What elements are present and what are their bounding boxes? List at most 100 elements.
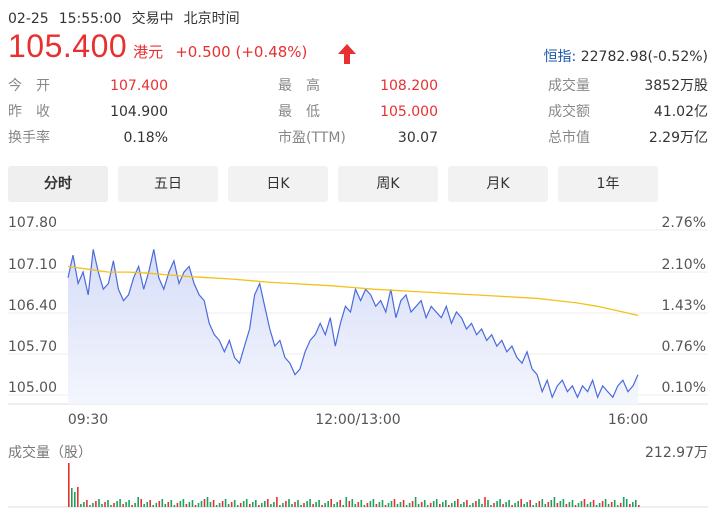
status-line: 02-25 15:55:00 交易中 北京时间 <box>8 8 250 28</box>
y-right-tick-label: 2.76% <box>662 215 706 231</box>
volume-bar <box>164 504 167 507</box>
y-tick-label: 105.00 <box>8 380 57 396</box>
volume-title: 成交量（股） <box>8 445 92 461</box>
volume-bar <box>635 500 637 507</box>
volume-bar <box>77 487 79 507</box>
volume-bar <box>417 504 420 507</box>
price-change-value: +0.500 <box>175 43 231 61</box>
volume-bar <box>366 503 369 507</box>
volume-bar <box>273 502 275 507</box>
price-area <box>68 249 638 404</box>
volume-bar <box>170 500 173 507</box>
tab-0[interactable]: 分时 <box>8 166 108 202</box>
volume-bar <box>632 502 634 507</box>
volume-bar <box>622 497 625 507</box>
stat-label: 换手率 <box>8 130 50 146</box>
volume-bar <box>523 504 525 507</box>
volume-bar <box>258 505 260 507</box>
volume-bar <box>342 505 344 507</box>
volume-bar <box>393 499 396 507</box>
volume-bar <box>327 501 329 507</box>
volume-bar <box>279 505 281 507</box>
tab-1[interactable]: 五日 <box>118 166 218 202</box>
volume-bar <box>574 505 577 507</box>
volume-bar <box>303 503 305 507</box>
volume-bar <box>197 503 200 507</box>
volume-bar <box>119 499 121 507</box>
stat-item: 成交量 3852万股 <box>548 75 708 97</box>
volume-bar <box>309 499 311 507</box>
volume-bar <box>158 501 161 507</box>
y-right-tick-label: 2.10% <box>662 257 706 273</box>
volume-bar <box>565 504 568 507</box>
volume-bar <box>553 497 556 507</box>
volume-bar <box>411 501 414 507</box>
volume-bar <box>125 502 127 507</box>
stat-item: 今 开 107.400 <box>8 75 168 97</box>
tab-4[interactable]: 月K <box>448 166 548 202</box>
volume-bar <box>420 502 423 507</box>
stat-item: 换手率 0.18% <box>8 127 168 149</box>
volume-bar <box>629 504 631 507</box>
volume-bar <box>592 500 595 507</box>
volume-bar <box>227 504 230 507</box>
volume-bar <box>429 503 432 507</box>
stat-item: 昨 收 104.900 <box>8 101 168 123</box>
volume-bar <box>149 500 151 507</box>
volume-bar <box>68 463 70 507</box>
stat-label: 今 开 <box>8 78 50 94</box>
volume-bar <box>83 502 85 507</box>
volume-bar <box>218 503 221 507</box>
volume-bar <box>595 505 598 507</box>
volume-bar <box>469 505 471 507</box>
volume-bar <box>544 504 547 507</box>
volume-bar <box>541 499 544 507</box>
tab-2[interactable]: 日K <box>228 166 328 202</box>
volume-bar <box>291 504 293 507</box>
volume-bar <box>432 501 435 507</box>
volume-bar <box>92 503 94 507</box>
volume-bar <box>499 499 501 507</box>
stat-label: 成交量 <box>548 78 590 94</box>
volume-bar <box>236 505 239 507</box>
volume-bar <box>245 499 248 507</box>
volume-bar <box>71 488 73 507</box>
volume-bar <box>378 502 381 507</box>
volume-bar <box>297 500 299 507</box>
stat-label: 市盈(TTM) <box>278 130 346 146</box>
volume-bar <box>134 503 136 507</box>
volume-bar <box>638 505 640 507</box>
tab-3[interactable]: 周K <box>338 166 438 202</box>
volume-bar <box>580 501 583 507</box>
volume-bar <box>252 502 254 507</box>
y-tick-label: 107.80 <box>8 215 57 231</box>
y-tick-label: 106.40 <box>8 298 57 314</box>
volume-bar <box>562 499 565 507</box>
timezone-label: 北京时间 <box>183 11 240 27</box>
volume-bar <box>312 504 314 507</box>
index-quote[interactable]: 恒指: 22782.98(-0.52%) <box>544 46 708 66</box>
volume-bar <box>426 505 429 507</box>
volume-bar <box>230 502 233 507</box>
volume-bar <box>315 502 317 507</box>
stat-value: 105.000 <box>380 104 438 120</box>
volume-bar <box>185 504 188 507</box>
stat-value: 104.900 <box>110 104 168 120</box>
volume-bar <box>282 503 284 507</box>
volume-bar <box>354 504 357 507</box>
volume-bar <box>511 505 513 507</box>
average-line <box>67 265 639 317</box>
volume-bar <box>439 504 441 507</box>
y-right-tick-label: 1.43% <box>662 298 706 314</box>
tab-5[interactable]: 1年 <box>558 166 658 202</box>
volume-bar <box>535 503 538 507</box>
volume-bar <box>74 492 76 507</box>
volume-bar <box>538 501 541 507</box>
volume-bar <box>610 502 613 507</box>
stat-item: 最 高 108.200 <box>278 75 438 97</box>
volume-bar <box>445 500 447 507</box>
y-right-tick-label: 0.10% <box>662 380 706 396</box>
volume-bar <box>137 497 139 507</box>
volume-bar <box>577 503 580 507</box>
